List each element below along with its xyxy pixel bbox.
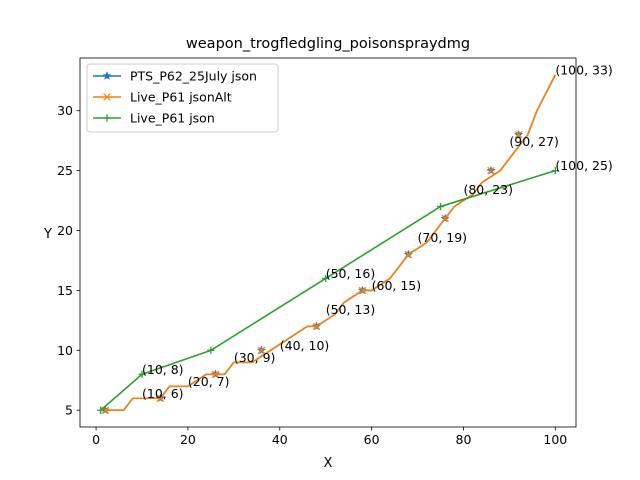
data-label: (100, 33) bbox=[555, 62, 612, 77]
y-tick-label: 5 bbox=[65, 403, 73, 418]
series-line bbox=[100, 169, 556, 411]
legend-entry: Live_P61 jsonAlt bbox=[93, 90, 232, 105]
data-point bbox=[514, 130, 523, 139]
data-point bbox=[436, 202, 445, 211]
x-axis: 0 20 40 60 80 100 bbox=[92, 427, 567, 447]
y-tick-label: 25 bbox=[57, 163, 73, 178]
data-point bbox=[358, 286, 367, 295]
x-tick-label: 60 bbox=[364, 432, 380, 447]
data-label: (10, 8) bbox=[142, 362, 184, 377]
data-label: (70, 19) bbox=[418, 230, 468, 245]
legend-frame bbox=[86, 63, 279, 133]
data-label: (90, 27) bbox=[509, 134, 559, 149]
y-tick-label: 10 bbox=[57, 343, 73, 358]
data-point bbox=[404, 250, 413, 259]
y-axis: 5 10 15 20 25 30 bbox=[57, 103, 80, 418]
legend-marker bbox=[102, 71, 112, 80]
x-tick-label: 80 bbox=[456, 432, 472, 447]
data-label: (30, 9) bbox=[234, 350, 276, 365]
data-point bbox=[207, 346, 215, 354]
chart-title: weapon_trogfledgling_poisonspraydmg bbox=[186, 36, 470, 52]
data-point bbox=[97, 406, 105, 414]
x-axis-label: X bbox=[324, 456, 333, 471]
data-point bbox=[441, 214, 449, 223]
legend-label: Live_P61 jsonAlt bbox=[130, 90, 232, 105]
data-label: (50, 13) bbox=[326, 302, 376, 317]
plot-frame bbox=[79, 57, 577, 428]
legend-marker bbox=[103, 93, 111, 101]
x-tick-label: 40 bbox=[272, 432, 288, 447]
annotation-layer: (10, 6) (20, 7) (30, 9) (40, 10) (50, 13) (60… bbox=[142, 62, 613, 400]
data-label: (80, 23) bbox=[463, 182, 513, 197]
data-label: (20, 7) bbox=[188, 374, 230, 389]
y-tick-label: 20 bbox=[57, 223, 73, 238]
x-tick-label: 100 bbox=[543, 432, 567, 447]
data-point bbox=[312, 322, 321, 331]
legend-label: PTS_P62_25July json bbox=[130, 69, 257, 84]
series-layer bbox=[97, 74, 559, 415]
data-point bbox=[551, 167, 559, 175]
x-tick-label: 0 bbox=[92, 432, 100, 447]
legend-entry: Live_P61 json bbox=[93, 111, 215, 126]
data-label: (10, 6) bbox=[142, 386, 184, 401]
series-line bbox=[105, 74, 557, 412]
legend-entry: PTS_P62_25July json bbox=[93, 69, 257, 84]
data-point bbox=[322, 274, 330, 283]
data-label: (40, 10) bbox=[280, 338, 330, 353]
data-point bbox=[138, 370, 146, 378]
legend-marker bbox=[103, 114, 111, 122]
data-point bbox=[257, 346, 266, 355]
series-2 bbox=[101, 74, 557, 414]
data-point bbox=[487, 166, 495, 175]
data-label: (100, 25) bbox=[555, 158, 612, 173]
legend-label: Live_P61 json bbox=[130, 111, 215, 126]
data-label: (60, 15) bbox=[372, 278, 422, 293]
y-tick-label: 15 bbox=[57, 283, 73, 298]
data-point bbox=[211, 370, 220, 379]
x-tick-label: 20 bbox=[180, 432, 196, 447]
data-label: (50, 16) bbox=[326, 266, 376, 281]
y-axis-label: Y bbox=[43, 227, 52, 242]
legend-items: PTS_P62_25July json Live_P61 jsonAlt Live_… bbox=[93, 69, 257, 126]
series-3 bbox=[97, 167, 559, 414]
data-point bbox=[156, 394, 165, 403]
legend: PTS_P62_25July json Live_P61 jsonAlt Live_… bbox=[86, 63, 279, 133]
y-tick-label: 30 bbox=[57, 103, 73, 118]
